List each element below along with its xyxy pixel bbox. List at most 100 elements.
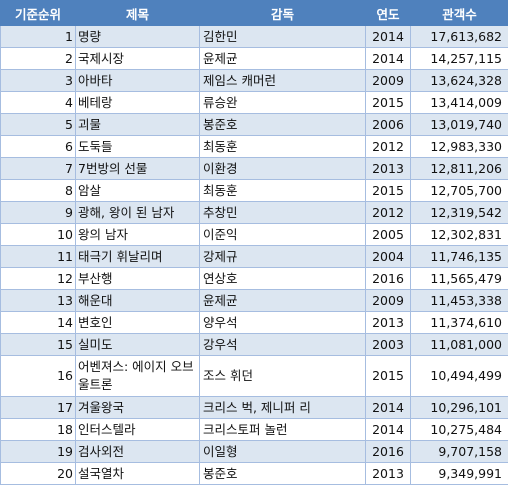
rank-cell: 2 (0, 47, 76, 70)
director-cell: 최동훈 (199, 179, 366, 202)
table-row: 12 부산행 연상호 2016 11,565,479 (0, 267, 508, 290)
rank-cell: 14 (0, 311, 76, 334)
director-cell: 윤제균 (199, 289, 366, 312)
title-cell: 인터스텔라 (75, 418, 200, 441)
table-row: 4 베테랑 류승완 2015 13,414,009 (0, 91, 508, 114)
title-cell: 왕의 남자 (75, 223, 200, 246)
audience-cell: 13,624,328 (410, 69, 508, 92)
year-cell: 2012 (365, 201, 411, 224)
header-row: 기준순위 제목 감독 연도 관객수 (0, 0, 508, 26)
director-cell: 조스 휘던 (199, 355, 366, 397)
header-rank: 기준순위 (0, 0, 76, 26)
year-cell: 2013 (365, 157, 411, 180)
director-cell: 이준익 (199, 223, 366, 246)
audience-cell: 13,019,740 (410, 113, 508, 136)
director-cell: 제임스 캐머런 (199, 69, 366, 92)
audience-cell: 11,081,000 (410, 333, 508, 356)
year-cell: 2014 (365, 25, 411, 48)
director-cell: 강제규 (199, 245, 366, 268)
audience-cell: 11,565,479 (410, 267, 508, 290)
title-cell: 검사외전 (75, 440, 200, 463)
rank-cell: 12 (0, 267, 76, 290)
title-cell: 어벤져스: 에이지 오브 울트론 (75, 355, 200, 397)
rank-cell: 9 (0, 201, 76, 224)
director-cell: 크리스 벅, 제니퍼 리 (199, 396, 366, 419)
director-cell: 양우석 (199, 311, 366, 334)
audience-cell: 13,414,009 (410, 91, 508, 114)
year-cell: 2015 (365, 179, 411, 202)
director-cell: 봉준호 (199, 113, 366, 136)
table-row: 17 겨울왕국 크리스 벅, 제니퍼 리 2014 10,296,101 (0, 396, 508, 419)
table-row: 11 태극기 휘날리며 강제규 2004 11,746,135 (0, 245, 508, 268)
audience-cell: 17,613,682 (410, 25, 508, 48)
title-cell: 괴물 (75, 113, 200, 136)
audience-cell: 10,296,101 (410, 396, 508, 419)
rank-cell: 11 (0, 245, 76, 268)
title-cell: 국제시장 (75, 47, 200, 70)
audience-cell: 12,811,206 (410, 157, 508, 180)
audience-cell: 9,349,991 (410, 462, 508, 485)
header-director: 감독 (199, 0, 366, 26)
director-cell: 크리스토퍼 놀런 (199, 418, 366, 441)
title-cell: 암살 (75, 179, 200, 202)
year-cell: 2009 (365, 289, 411, 312)
title-cell: 변호인 (75, 311, 200, 334)
rank-cell: 13 (0, 289, 76, 312)
table-row: 19 검사외전 이일형 2016 9,707,158 (0, 440, 508, 463)
table-row: 13 해운대 윤제균 2009 11,453,338 (0, 289, 508, 312)
table-row: 9 광해, 왕이 된 남자 추창민 2012 12,319,542 (0, 201, 508, 224)
year-cell: 2016 (365, 267, 411, 290)
rank-cell: 19 (0, 440, 76, 463)
rank-cell: 4 (0, 91, 76, 114)
audience-cell: 12,319,542 (410, 201, 508, 224)
rank-cell: 6 (0, 135, 76, 158)
table-row: 7 7번방의 선물 이환경 2013 12,811,206 (0, 157, 508, 180)
year-cell: 2013 (365, 462, 411, 485)
header-year: 연도 (365, 0, 411, 26)
table-row: 3 아바타 제임스 캐머런 2009 13,624,328 (0, 69, 508, 92)
director-cell: 류승완 (199, 91, 366, 114)
director-cell: 윤제균 (199, 47, 366, 70)
rank-cell: 5 (0, 113, 76, 136)
audience-cell: 9,707,158 (410, 440, 508, 463)
rank-cell: 17 (0, 396, 76, 419)
table-row: 14 변호인 양우석 2013 11,374,610 (0, 311, 508, 334)
year-cell: 2012 (365, 135, 411, 158)
title-cell: 광해, 왕이 된 남자 (75, 201, 200, 224)
year-cell: 2016 (365, 440, 411, 463)
rank-cell: 10 (0, 223, 76, 246)
audience-cell: 12,302,831 (410, 223, 508, 246)
director-cell: 최동훈 (199, 135, 366, 158)
director-cell: 연상호 (199, 267, 366, 290)
title-cell: 태극기 휘날리며 (75, 245, 200, 268)
table-row: 10 왕의 남자 이준익 2005 12,302,831 (0, 223, 508, 246)
director-cell: 이일형 (199, 440, 366, 463)
year-cell: 2006 (365, 113, 411, 136)
year-cell: 2015 (365, 355, 411, 397)
year-cell: 2003 (365, 333, 411, 356)
director-cell: 추창민 (199, 201, 366, 224)
year-cell: 2005 (365, 223, 411, 246)
table-row: 8 암살 최동훈 2015 12,705,700 (0, 179, 508, 202)
rank-cell: 15 (0, 333, 76, 356)
table-body: 1 명량 김한민 2014 17,613,682 2 국제시장 윤제균 2014 14,257,1… (0, 25, 508, 485)
audience-cell: 10,494,499 (410, 355, 508, 397)
table-row: 5 괴물 봉준호 2006 13,019,740 (0, 113, 508, 136)
table-row: 18 인터스텔라 크리스토퍼 놀런 2014 10,275,484 (0, 418, 508, 441)
rank-cell: 3 (0, 69, 76, 92)
year-cell: 2014 (365, 396, 411, 419)
rank-cell: 7 (0, 157, 76, 180)
audience-cell: 11,453,338 (410, 289, 508, 312)
title-cell: 해운대 (75, 289, 200, 312)
table-row: 16 어벤져스: 에이지 오브 울트론 조스 휘던 2015 10,494,499 (0, 355, 508, 397)
rank-cell: 1 (0, 25, 76, 48)
title-cell: 아바타 (75, 69, 200, 92)
audience-cell: 10,275,484 (410, 418, 508, 441)
table-row: 15 실미도 강우석 2003 11,081,000 (0, 333, 508, 356)
year-cell: 2013 (365, 311, 411, 334)
audience-cell: 14,257,115 (410, 47, 508, 70)
rank-cell: 16 (0, 355, 76, 397)
rank-cell: 8 (0, 179, 76, 202)
